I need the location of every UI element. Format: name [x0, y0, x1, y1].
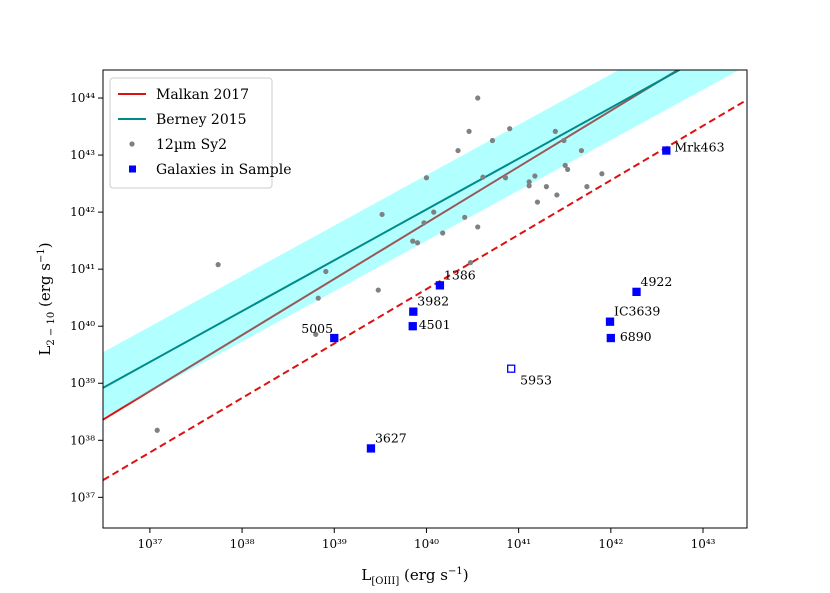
y-tick-label: 10⁴¹	[70, 262, 95, 276]
legend-label: Berney 2015	[156, 112, 247, 128]
sy2-point	[599, 171, 605, 177]
legend-box	[109, 77, 273, 189]
sy2-point	[502, 175, 509, 181]
x-tick-label: 10³⁷	[137, 537, 162, 551]
sy2-point	[375, 287, 381, 293]
point-label: 3982	[417, 294, 449, 309]
x-label-part: L	[361, 566, 371, 584]
sy2-point	[561, 137, 567, 144]
sy2-point	[489, 137, 496, 144]
y-tick-label: 10⁴²	[70, 205, 95, 219]
sy2-point	[313, 331, 319, 337]
galaxy-marker	[605, 317, 615, 326]
point-label: 6890	[620, 329, 652, 344]
legend-label: Malkan 2017	[156, 87, 249, 103]
x-label-part: )	[463, 566, 469, 584]
y-tick-label: 10³⁹	[70, 376, 95, 390]
legend-label: Galaxies in Sample	[156, 162, 292, 178]
galaxy-marker	[662, 146, 671, 155]
y-label-sup: −1	[36, 248, 47, 263]
sy2-point	[552, 128, 558, 135]
sy2-point	[543, 184, 549, 190]
sy2-point	[562, 162, 568, 168]
sy2-point	[440, 230, 446, 236]
x-label-sup: −1	[448, 566, 463, 577]
y-tick-label: 10⁴⁰	[70, 319, 95, 333]
sy2-point	[475, 224, 481, 230]
confidence-band	[103, 70, 739, 418]
sy2-point	[526, 179, 532, 185]
sy2-point	[215, 262, 221, 268]
y-label-part: (erg s	[36, 263, 54, 312]
galaxy-marker	[408, 322, 417, 331]
galaxy-marker	[409, 307, 418, 316]
sy2-point	[431, 209, 437, 215]
axes-frame	[102, 69, 748, 529]
y-tick-label: 10³⁸	[70, 433, 95, 447]
sy2-point	[315, 295, 321, 301]
y-label-part: L	[36, 346, 54, 356]
y-tick-label: 10⁴³	[70, 148, 95, 162]
galaxy-marker	[632, 287, 641, 297]
point-label: 1386	[444, 267, 476, 282]
sy2-point	[323, 268, 329, 275]
sy2-point	[410, 238, 416, 244]
point-label: 5005	[301, 321, 333, 336]
x-tick-label: 10⁴⁰	[414, 537, 439, 551]
y-label-part: )	[36, 242, 54, 248]
relation-line	[103, 98, 747, 482]
sy2-point	[578, 147, 585, 154]
legend-label: 12µm Sy2	[156, 137, 227, 153]
x-tick-label: 10⁴³	[691, 537, 716, 551]
x-tick-label: 10⁴²	[598, 537, 623, 551]
galaxy-marker	[507, 364, 516, 373]
plot-area	[103, 70, 747, 482]
x-axis-label: L[OIII] (erg s−1)	[361, 566, 468, 587]
point-label: 4501	[419, 317, 451, 332]
y-label-sub: 2 − 10	[46, 312, 57, 346]
sy2-point	[507, 126, 513, 132]
galaxy-marker	[330, 333, 339, 343]
galaxy-marker	[366, 444, 376, 453]
sy2-point	[466, 128, 472, 135]
y-axis-label: L2 − 10 (erg s−1)	[36, 242, 57, 355]
sy2-point	[480, 174, 486, 180]
point-label: 5953	[520, 373, 552, 388]
sy2-point	[584, 184, 590, 190]
y-tick-label: 10⁴⁴	[70, 91, 95, 105]
sy2-point	[421, 220, 427, 226]
sy2-point	[414, 240, 421, 246]
sy2-point	[379, 211, 385, 218]
sy2-point	[534, 199, 541, 205]
sy2-point	[526, 183, 532, 189]
x-tick-label: 10³⁹	[322, 537, 347, 551]
sy2-point	[455, 147, 461, 154]
x-tick-label: 10⁴¹	[506, 537, 531, 551]
galaxy-marker	[606, 333, 615, 343]
sy2-point	[154, 427, 160, 433]
relation-line	[103, 70, 682, 389]
sy2-point	[423, 175, 430, 181]
legend-swatch	[129, 165, 136, 173]
point-label: 3627	[375, 430, 407, 445]
sy2-point	[532, 173, 538, 179]
sy2-point	[565, 166, 571, 173]
galaxy-marker	[435, 281, 445, 290]
sy2-point	[467, 260, 474, 266]
sy2-point	[554, 192, 560, 198]
x-tick-label: 10³⁸	[230, 537, 255, 551]
x-label-sub: [OIII]	[371, 576, 399, 587]
point-label: 4922	[641, 274, 673, 289]
y-tick-label: 10³⁷	[70, 490, 95, 504]
x-label-part: (erg s	[399, 566, 448, 584]
point-label: IC3639	[614, 304, 660, 319]
sy2-point	[475, 95, 481, 101]
point-label: Mrk463	[674, 140, 724, 155]
legend-swatch	[129, 141, 135, 147]
sy2-point	[462, 214, 468, 220]
